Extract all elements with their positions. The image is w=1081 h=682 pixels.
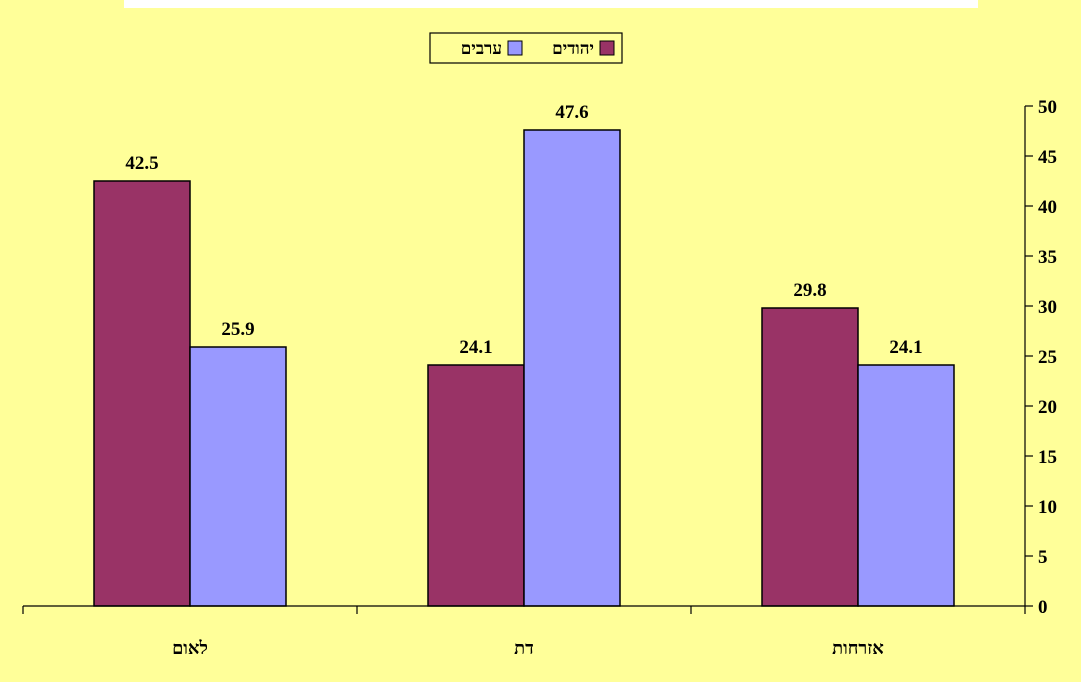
- legend-swatch-1: [507, 40, 523, 56]
- bar-arabs-1: [523, 129, 621, 607]
- x-tick-label: אזרחות: [832, 638, 884, 658]
- y-tick-label: 20: [1038, 397, 1057, 418]
- y-tick-label: 45: [1038, 147, 1057, 168]
- x-tick-label: דת: [514, 638, 534, 658]
- y-tick-label: 30: [1038, 297, 1057, 318]
- legend-box: [429, 32, 623, 64]
- data-label: 24.1: [459, 337, 492, 358]
- y-tick-label: 0: [1038, 597, 1048, 618]
- y-tick-label: 35: [1038, 247, 1057, 268]
- data-label: 47.6: [555, 102, 588, 123]
- bar-jews-0: [93, 180, 191, 607]
- x-tick-label: לאום: [172, 638, 208, 658]
- bar-jews-1: [427, 364, 525, 607]
- y-tick-label: 5: [1038, 547, 1048, 568]
- bar-jews-2: [761, 307, 859, 607]
- legend-label-0: יהודים: [552, 39, 594, 58]
- legend-label-1: ערבים: [461, 39, 502, 58]
- y-tick-label: 10: [1038, 497, 1057, 518]
- y-tick-label: 40: [1038, 197, 1057, 218]
- axes-group: לאום דת אזרחות 0 5 10 15 20 25 30 35 40 45 50: [22, 97, 1057, 658]
- y-tick-label: 15: [1038, 447, 1057, 468]
- data-label: 29.8: [793, 280, 826, 301]
- bars-group: 42.5 25.9 24.1 47.6 29.8 24.1: [93, 102, 955, 607]
- bar-arabs-0: [189, 346, 287, 607]
- data-label: 24.1: [889, 337, 922, 358]
- data-label: 25.9: [221, 319, 254, 340]
- data-label: 42.5: [125, 153, 158, 174]
- legend: יהודים ערבים: [429, 32, 623, 64]
- title-box: [124, 0, 978, 8]
- y-tick-label: 50: [1038, 97, 1057, 118]
- legend-swatch-0: [599, 40, 615, 56]
- bar-arabs-2: [857, 364, 955, 607]
- y-tick-label: 25: [1038, 347, 1057, 368]
